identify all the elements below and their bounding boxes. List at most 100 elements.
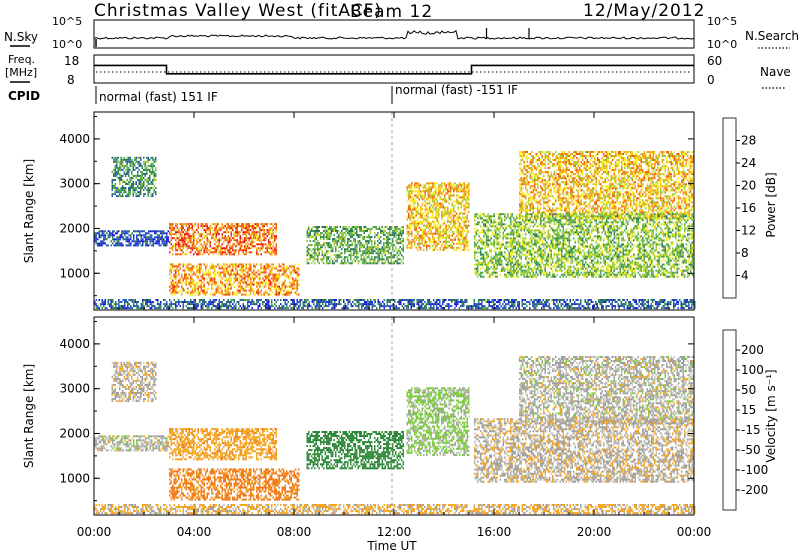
power-cell [223, 241, 225, 243]
power-cell [231, 233, 233, 235]
power-cell [181, 229, 183, 231]
power-cell [135, 240, 137, 242]
power-cell [142, 240, 144, 242]
power-cell [159, 240, 161, 242]
power-cell [276, 235, 278, 237]
power-cell [250, 235, 252, 237]
power-cell [118, 191, 120, 193]
power-cell [169, 286, 171, 288]
power-cell [97, 238, 99, 240]
power-cell [129, 240, 131, 242]
power-cell [166, 244, 168, 246]
power-cell [256, 233, 258, 235]
power-cell [171, 294, 173, 296]
power-cell [195, 286, 197, 288]
power-cell [246, 231, 248, 233]
power-cell [145, 234, 147, 236]
power-cell [244, 225, 246, 227]
power-cell [265, 237, 267, 239]
power-cell [192, 243, 194, 245]
power-cell [154, 179, 156, 181]
power-cell [115, 173, 117, 175]
power-cell [136, 230, 138, 232]
power-cell [152, 179, 154, 181]
power-cell [193, 229, 195, 231]
power-cell [237, 223, 239, 225]
power-cell [211, 251, 213, 253]
power-cell [180, 223, 182, 225]
power-cell [189, 225, 191, 227]
power-cell [121, 189, 123, 191]
power-cell [232, 225, 234, 227]
power-cell [130, 165, 132, 167]
power-cell [154, 230, 156, 232]
power-cell [201, 223, 203, 225]
power-cell [119, 173, 121, 175]
power-cell [271, 247, 273, 249]
power-cell [205, 223, 207, 225]
power-cell [186, 276, 188, 278]
power-cell [208, 241, 210, 243]
power-cell [103, 232, 105, 234]
power-cell [119, 195, 121, 197]
power-cell [232, 229, 234, 231]
power-cell [210, 245, 212, 247]
power-cell [134, 165, 136, 167]
power-cell [118, 189, 120, 191]
power-cell [180, 245, 182, 247]
power-cell [249, 231, 251, 233]
power-cell [207, 243, 209, 245]
power-cell [120, 234, 122, 236]
power-cell [112, 189, 114, 191]
power-cell [187, 247, 189, 249]
power-cell [148, 193, 150, 195]
power-cell [205, 274, 207, 276]
power-cell [276, 251, 278, 253]
power-cell [165, 232, 167, 234]
power-cell [162, 232, 164, 234]
power-cell [109, 236, 111, 238]
power-cell [130, 179, 132, 181]
power-cell [139, 165, 141, 167]
power-cell [270, 247, 272, 249]
power-cell [119, 165, 121, 167]
power-cell [155, 191, 157, 193]
power-cell [181, 282, 183, 284]
power-cell [241, 241, 243, 243]
power-cell [231, 239, 233, 241]
power-cell [169, 290, 171, 292]
power-cell [189, 290, 191, 292]
power-cell [214, 223, 216, 225]
power-cell [241, 227, 243, 229]
power-cell [154, 165, 156, 167]
power-cell [216, 225, 218, 227]
power-cell [189, 270, 191, 272]
power-cell [151, 240, 153, 242]
power-cell [189, 251, 191, 253]
power-cell [202, 274, 204, 276]
power-cell [216, 245, 218, 247]
power-cell [148, 187, 150, 189]
power-cell [151, 234, 153, 236]
power-cell [262, 247, 264, 249]
power-cell [139, 163, 141, 165]
power-cell [172, 288, 174, 290]
power-cell [116, 165, 118, 167]
power-cell [222, 253, 224, 255]
power-cell [201, 276, 203, 278]
power-cell [130, 159, 132, 161]
power-cell [112, 193, 114, 195]
power-cell [121, 165, 123, 167]
power-cell [234, 231, 236, 233]
power-cell [220, 249, 222, 251]
power-cell [186, 231, 188, 233]
power-cell [118, 195, 120, 197]
power-cell [149, 189, 151, 191]
power-cell [241, 247, 243, 249]
power-cell [190, 241, 192, 243]
power-cell [217, 253, 219, 255]
power-cell [196, 265, 198, 267]
power-cell [193, 292, 195, 294]
power-cell [247, 247, 249, 249]
power-cell [157, 230, 159, 232]
